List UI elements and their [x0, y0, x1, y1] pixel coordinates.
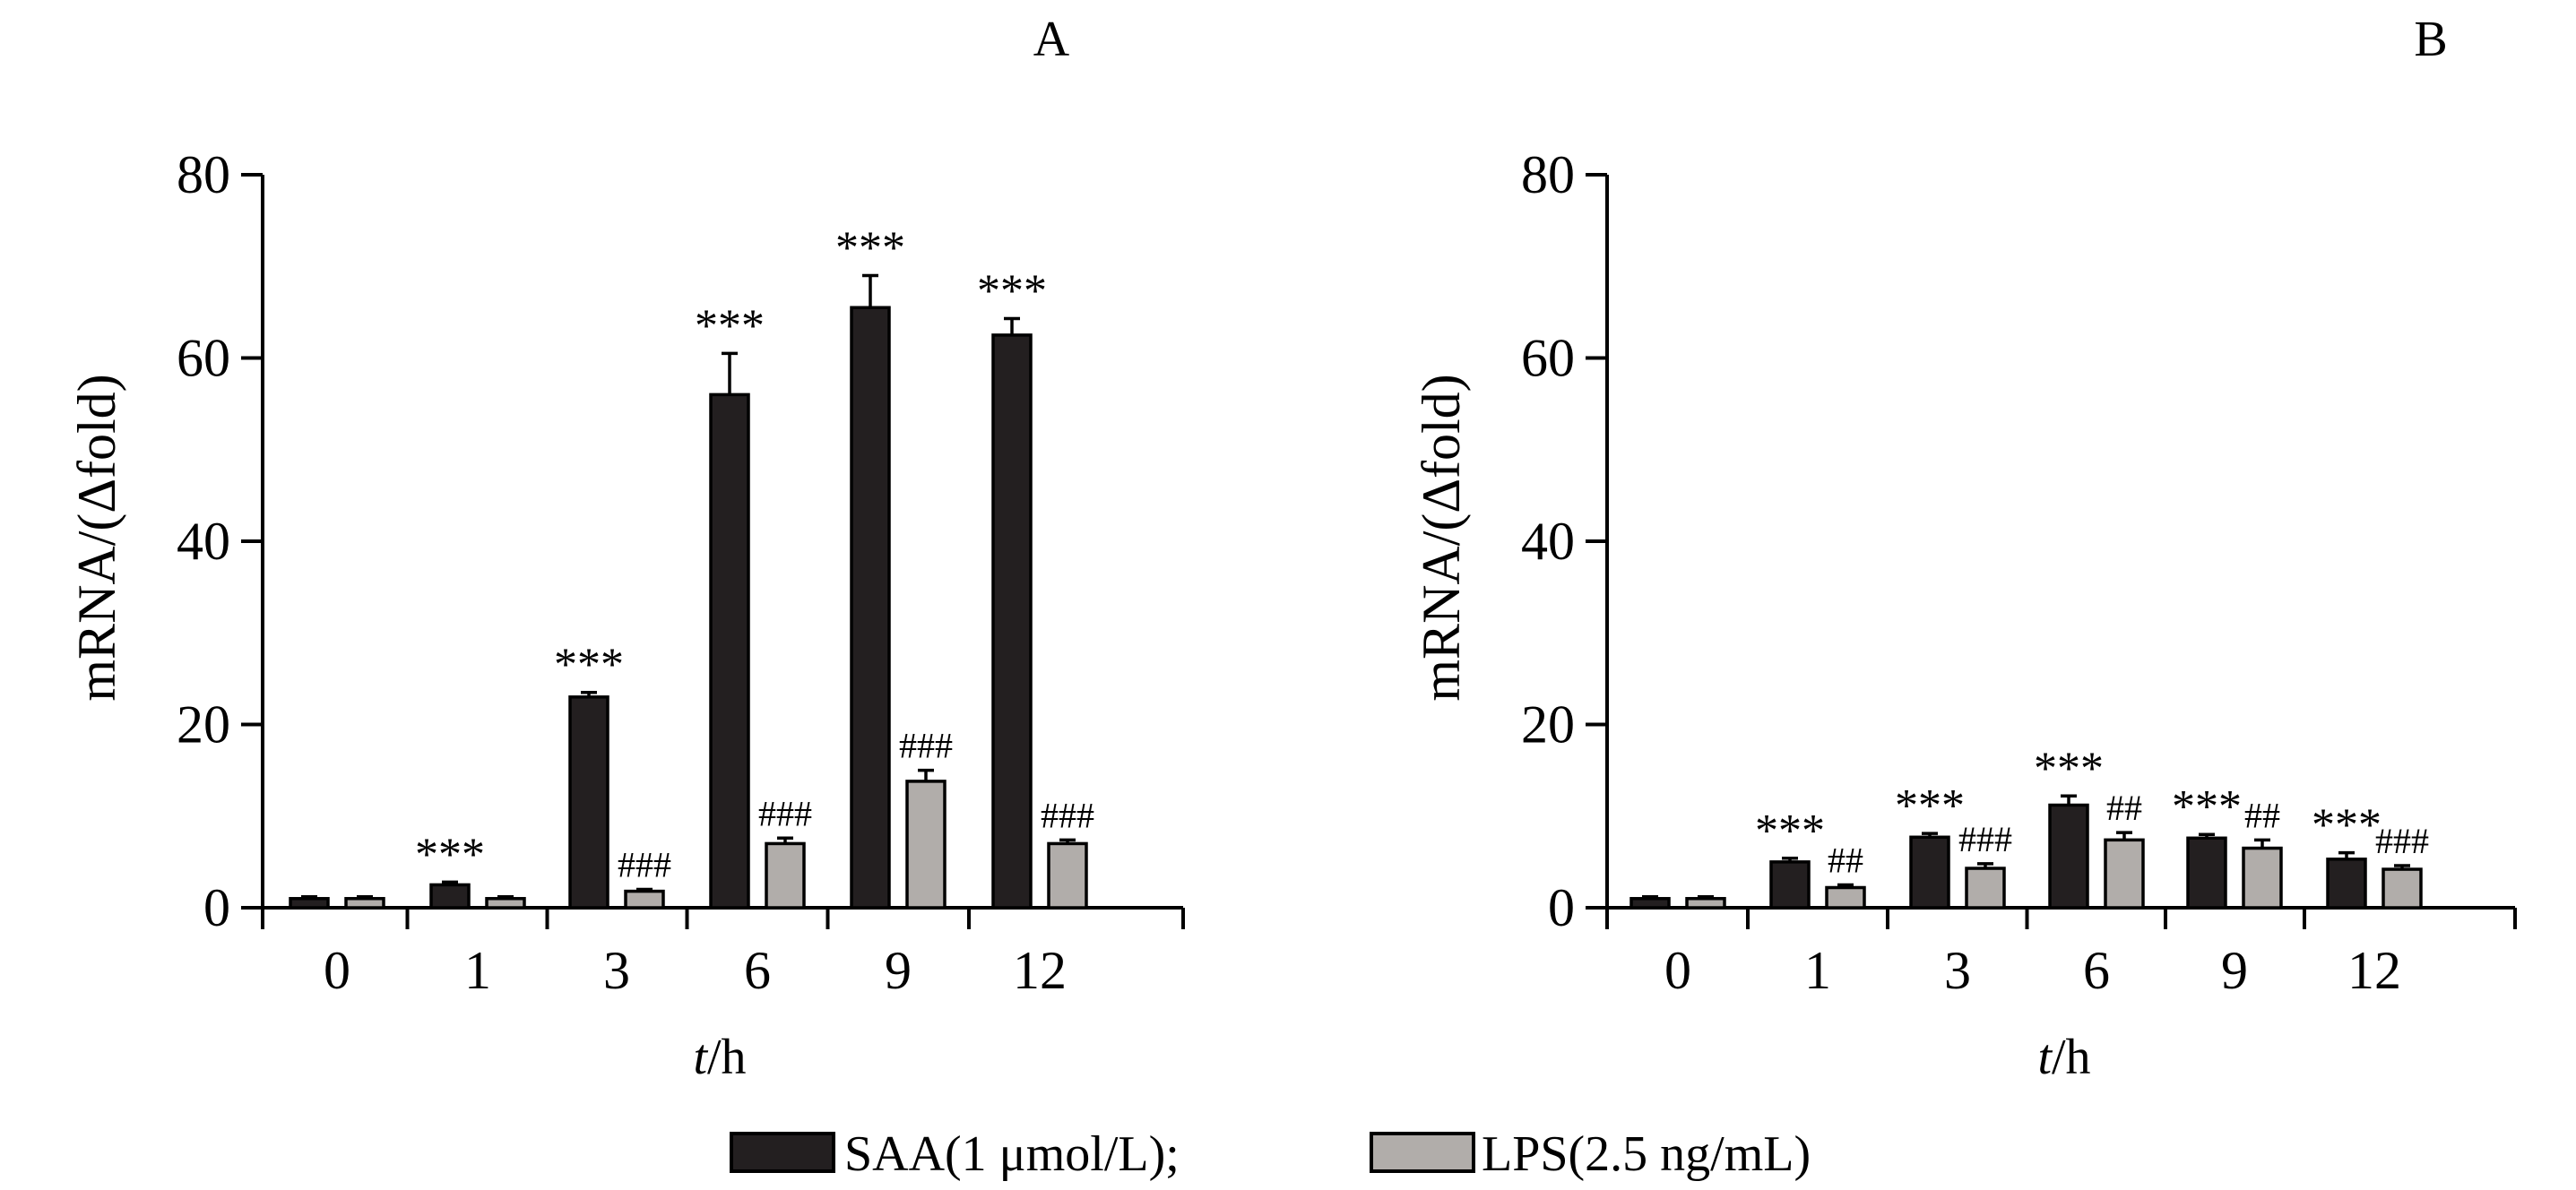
legend: SAA(1 μmol/L); LPS(2.5 ng/mL) — [730, 1126, 1811, 1182]
panel-a-annotation-lps: ### — [1041, 795, 1094, 835]
panel-a-annotation-saa: *** — [554, 640, 624, 691]
panel-a-bar-lps — [905, 780, 947, 910]
panel-a-bars: *** *** *** *** *** ### ### ### ### — [289, 222, 1094, 910]
panel-b-bar-lps — [1965, 867, 2006, 910]
panel-a-annotation-saa: *** — [977, 266, 1047, 317]
panel-b-bar-saa — [1769, 860, 1811, 910]
panel-a-xtick-label: 9 — [885, 941, 912, 1000]
panel-a-xtick-label: 0 — [324, 941, 350, 1000]
panel-b: B mRNA/(Δfold) t/h 0 20 40 60 80 0 1 3 6 9 12 *** **… — [1412, 12, 2517, 1085]
panel-b-ylabel: mRNA/(Δfold) — [1412, 374, 1471, 701]
panel-b-xlabel-unit: /h — [2052, 1030, 2091, 1085]
panel-b-bars: *** ********* ***####### ##### — [1629, 743, 2429, 910]
panel-b-bar-lps — [1825, 885, 1866, 910]
panel-b-annotation-saa: *** — [2172, 781, 2242, 832]
panel-b-label: B — [2414, 12, 2447, 67]
panel-b-xtick-label: 12 — [2347, 941, 2401, 1000]
panel-a-bar-saa — [991, 333, 1033, 910]
panel-a-bar-lps — [1047, 841, 1088, 910]
panel-b-ytick-label: 0 — [1548, 878, 1575, 937]
panel-a-annotation-saa: *** — [835, 222, 905, 273]
panel-a-bar-saa — [709, 392, 750, 910]
panel-a-xtick-label: 3 — [603, 941, 630, 1000]
panel-b-annotation-saa: *** — [1755, 806, 1825, 857]
panel-a-label: A — [1033, 12, 1070, 67]
panel-a-xtick-label: 1 — [464, 941, 491, 1000]
legend-label-lps: LPS(2.5 ng/mL) — [1482, 1126, 1811, 1182]
panel-a-annotation-saa: *** — [695, 300, 765, 351]
panel-a-bar-lps — [624, 889, 665, 910]
panel-b-bar-saa — [1909, 835, 1950, 910]
legend-swatch-saa — [730, 1132, 835, 1173]
panel-b-ytick-label: 20 — [1521, 695, 1575, 755]
panel-a-bar-lps — [765, 841, 806, 910]
panel-b-bar-lps — [1685, 897, 1726, 910]
panel-a-ylabel: mRNA/(Δfold) — [67, 374, 126, 701]
panel-a-xlabel-unit: /h — [707, 1030, 747, 1085]
panel-b-xtick-label: 6 — [2083, 941, 2110, 1000]
panel-a-ytick-label: 20 — [177, 695, 230, 755]
legend-swatch-lps — [1370, 1132, 1475, 1173]
panel-b-bar-lps — [2104, 838, 2145, 910]
legend-label-saa: SAA(1 μmol/L); — [844, 1126, 1180, 1182]
panel-b-bar-saa — [2186, 836, 2227, 910]
panel-a-bar-saa — [289, 897, 330, 910]
panel-a-bar-saa — [429, 883, 471, 910]
panel-b-annotation-saa: *** — [1895, 780, 1965, 832]
panel-a-bar-saa — [850, 306, 891, 910]
panel-b-bar-lps — [2382, 867, 2423, 910]
panel-b-bar-saa — [2048, 803, 2089, 910]
panel-b-xtick-label: 0 — [1664, 941, 1691, 1000]
panel-b-ytick-label: 60 — [1521, 329, 1575, 388]
panel-a-axes: 0 20 40 60 80 0 1 3 6 9 12 — [177, 145, 1185, 1000]
panel-a-ytick-label: 60 — [177, 329, 230, 388]
panel-b-xlabel: t/h — [2037, 1030, 2090, 1085]
panel-b-annotation-lps: ### — [2375, 821, 2429, 861]
panel-a-bar-saa — [568, 695, 609, 910]
panel-b-annotation-saa: *** — [2034, 743, 2104, 794]
panel-b-xtick-label: 9 — [2221, 941, 2248, 1000]
panel-b-annotation-saa: *** — [2312, 800, 2382, 851]
panel-b-annotation-lps: ## — [2106, 788, 2142, 828]
panel-a-annotation-saa: *** — [415, 829, 485, 880]
panel-b-bar-saa — [2326, 858, 2367, 910]
panel-b-xlabel-var: t — [2037, 1030, 2053, 1085]
panel-b-xtick-label: 1 — [1804, 941, 1831, 1000]
panel-b-ytick-label: 80 — [1521, 145, 1575, 204]
panel-b-annotation-lps: ### — [1958, 819, 2012, 859]
panel-a-bar-lps — [485, 897, 526, 910]
panel-b-ytick-label: 40 — [1521, 512, 1575, 571]
panel-b-annotation-lps: ## — [1828, 840, 1863, 880]
panel-a-annotation-lps: ### — [618, 845, 671, 885]
panel-a-annotation-lps: ### — [899, 726, 953, 766]
panel-a-xlabel: t/h — [693, 1030, 746, 1085]
panel-b-bar-lps — [2242, 846, 2283, 910]
panel-a-ytick-label: 80 — [177, 145, 230, 204]
panel-a-annotation-lps: ### — [758, 793, 812, 833]
panel-b-bar-saa — [1629, 897, 1671, 910]
panel-a-ytick-label: 40 — [177, 512, 230, 571]
panel-a-xtick-label: 6 — [744, 941, 771, 1000]
panel-b-annotation-lps: ## — [2244, 795, 2280, 835]
panel-a-xtick-label: 12 — [1013, 941, 1067, 1000]
panel-a-ytick-label: 0 — [203, 878, 230, 937]
panel-a-xlabel-var: t — [693, 1030, 708, 1085]
panel-b-xtick-label: 3 — [1944, 941, 1971, 1000]
panel-a-bar-lps — [344, 897, 385, 910]
